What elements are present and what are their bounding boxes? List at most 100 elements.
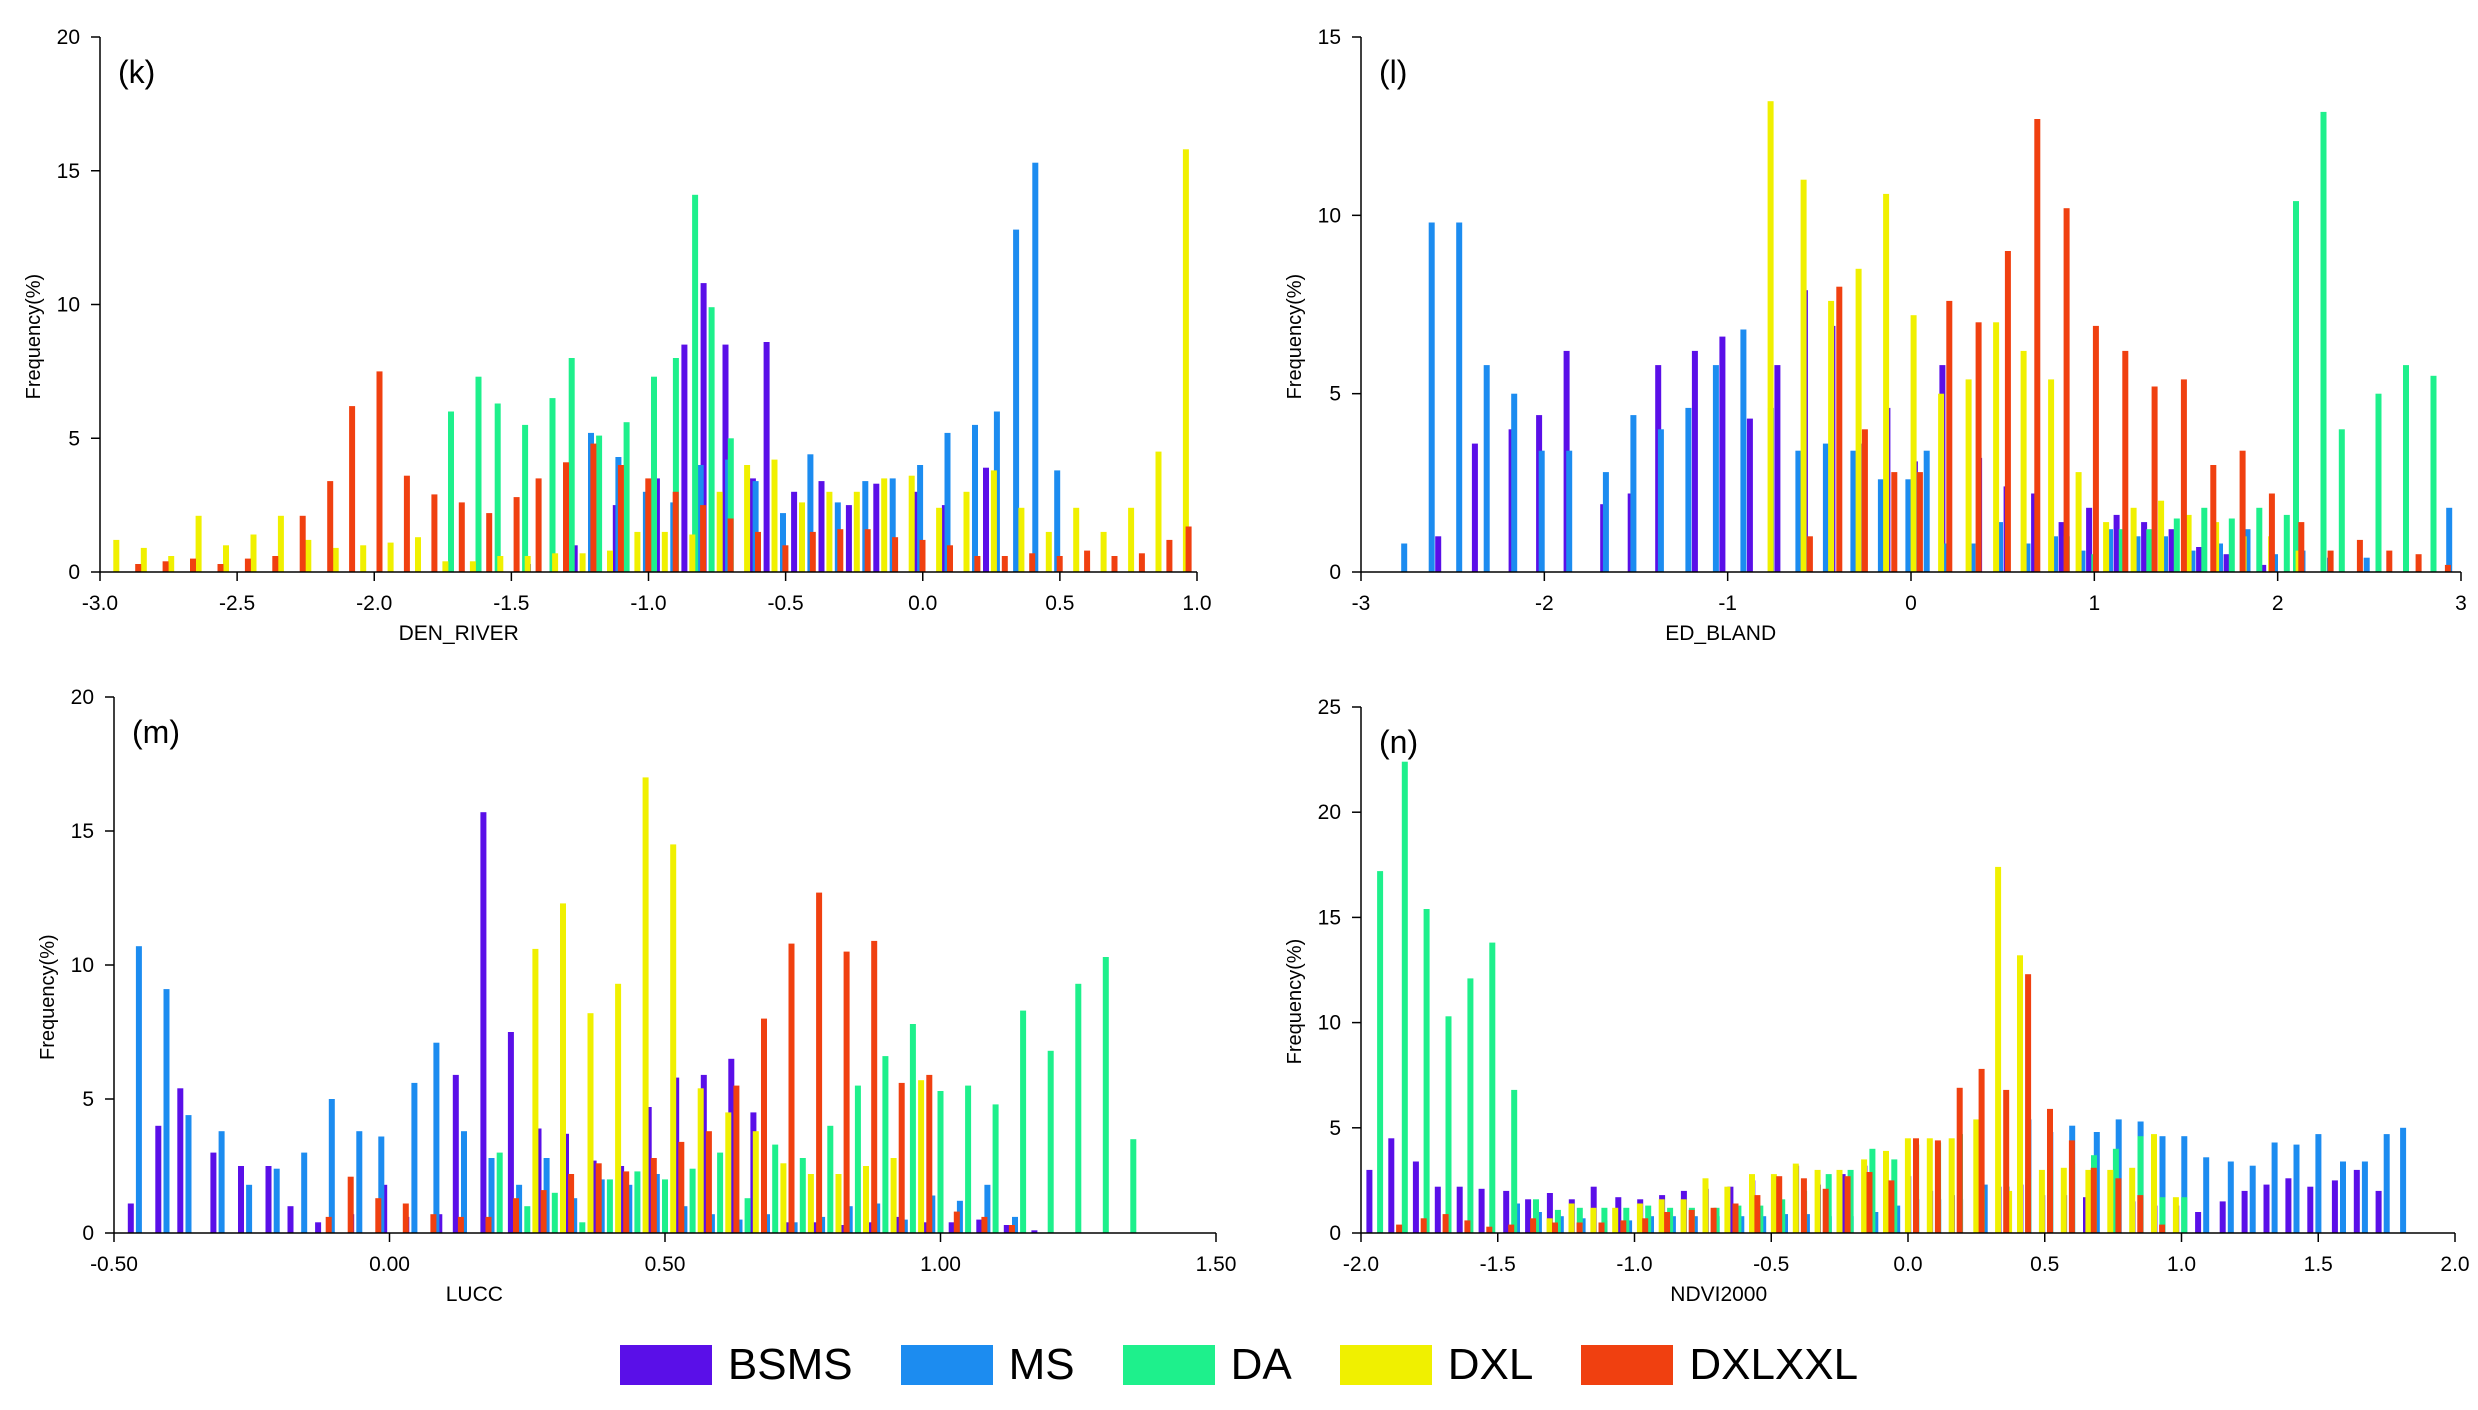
bar-k-bsms-5 — [700, 283, 707, 572]
x-tick-label-k-3: -1.5 — [493, 592, 529, 615]
bar-l-bsms-20 — [2031, 493, 2038, 572]
bar-n-dxlxxl-28 — [2025, 974, 2032, 1233]
bar-n-dxlxxl-5 — [1508, 1224, 1515, 1233]
bar-n-dxlxxl-10 — [1620, 1220, 1627, 1233]
bar-n-dxlxxl-9 — [1598, 1222, 1605, 1233]
bar-l-dxl-15 — [2185, 514, 2192, 572]
legend-label-bsms: BSMS — [727, 1340, 853, 1389]
x-tick-label-n-4: 0.0 — [1893, 1253, 1922, 1276]
bar-m-ms-5 — [273, 1168, 280, 1233]
bar-l-dxl-7 — [1965, 379, 1972, 572]
bar-k-dxlxxl-9 — [376, 371, 383, 572]
bar-m-ms-20 — [681, 1206, 688, 1233]
bar-l-dxlxxl-5 — [1946, 300, 1953, 572]
bar-m-dxlxxl-24 — [981, 1216, 988, 1233]
bar-l-dxl-2 — [1828, 300, 1835, 572]
legend-item-bsms: BSMS — [619, 1340, 853, 1390]
bar-k-dxlxxl-5 — [272, 556, 279, 572]
bar-m-ms-22 — [736, 1219, 743, 1233]
legend-swatch-da — [1122, 1345, 1215, 1385]
bar-m-dxlxxl-14 — [705, 1131, 712, 1233]
x-tick-label-n-2: -1.0 — [1616, 1253, 1652, 1276]
bar-n-dxl-18 — [1948, 1138, 1955, 1233]
bar-k-dxlxxl-30 — [947, 545, 953, 573]
bar-n-dxl-5 — [1658, 1199, 1665, 1233]
bar-m-dxlxxl-3 — [402, 1203, 409, 1233]
bar-k-dxlxxl-37 — [1138, 553, 1145, 572]
bar-n-bsms-42 — [2307, 1186, 2314, 1233]
bar-n-ms-38 — [2361, 1161, 2368, 1233]
bar-n-bsms-37 — [2195, 1212, 2202, 1233]
bar-k-dxl-14 — [497, 556, 504, 572]
bar-m-bsms-15 — [535, 1128, 542, 1233]
bar-l-dxlxxl-16 — [2268, 493, 2275, 572]
bar-k-dxl-26 — [826, 491, 833, 573]
bar-k-ms-16 — [1013, 229, 1020, 572]
bar-k-bsms-4 — [681, 344, 688, 572]
x-tick-label-m-1: 0.00 — [369, 1253, 410, 1276]
bar-k-ms-17 — [1032, 162, 1039, 572]
bar-n-bsms-40 — [2263, 1184, 2270, 1233]
bar-l-da-6 — [2228, 518, 2235, 572]
bar-m-da-22 — [1102, 957, 1109, 1233]
y-tick-label-l-1: 5 — [1329, 383, 1341, 406]
bar-m-ms-18 — [626, 1184, 633, 1233]
bar-m-dxlxxl-2 — [375, 1198, 382, 1233]
bar-k-dxl-38 — [1155, 451, 1162, 572]
bar-k-dxl-16 — [552, 553, 559, 572]
x-axis-label-m: LUCC — [446, 1283, 503, 1306]
bar-n-dxlxxl-15 — [1732, 1203, 1739, 1233]
bar-l-ms-6 — [1566, 450, 1573, 572]
bar-m-dxlxxl-5 — [457, 1216, 464, 1233]
y-tick-label-k-4: 20 — [57, 26, 80, 49]
bar-l-bsms-0 — [1435, 536, 1442, 572]
bar-n-dxlxxl-26 — [1978, 1068, 1985, 1233]
bar-n-dxlxxl-29 — [2047, 1108, 2053, 1233]
bar-k-dxlxxl-28 — [892, 537, 899, 572]
bar-n-da-5 — [1489, 942, 1496, 1233]
bar-m-ms-30 — [956, 1200, 963, 1233]
bar-m-da-6 — [662, 1179, 668, 1233]
bar-k-da-11 — [708, 307, 715, 572]
bar-n-ms-36 — [2315, 1134, 2322, 1233]
bar-k-dxl-30 — [936, 507, 943, 572]
bar-n-dxlxxl-31 — [2090, 1167, 2097, 1233]
bar-k-dxlxxl-0 — [135, 564, 142, 572]
bar-l-dxl-8 — [1993, 322, 2000, 572]
bar-n-dxl-26 — [2107, 1169, 2114, 1233]
bar-n-ms-35 — [2293, 1144, 2300, 1233]
legend-label-dxl: DXL — [1447, 1340, 1534, 1389]
bar-m-bsms-13 — [480, 812, 487, 1233]
x-tick-label-k-5: -0.5 — [768, 592, 804, 615]
bar-l-bsms-28 — [2260, 564, 2267, 572]
bar-k-dxlxxl-16 — [563, 462, 569, 572]
bar-k-dxlxxl-34 — [1056, 556, 1063, 572]
bar-k-dxlxxl-32 — [1001, 556, 1008, 572]
bar-m-ms-4 — [246, 1184, 253, 1233]
bar-m-dxlxxl-4 — [430, 1214, 437, 1233]
bar-n-dxl-3 — [1612, 1207, 1619, 1233]
bar-m-bsms-32 — [1003, 1225, 1010, 1233]
bar-m-da-4 — [606, 1179, 613, 1233]
bar-k-dxl-8 — [332, 547, 339, 572]
bar-m-da-11 — [799, 1158, 806, 1233]
bar-m-bsms-0 — [127, 1203, 134, 1233]
bar-k-dxl-37 — [1128, 507, 1135, 572]
bar-l-bsms-25 — [2168, 529, 2175, 572]
bar-l-dxl-3 — [1855, 268, 1862, 572]
bar-l-ms-18 — [1905, 479, 1912, 572]
bar-l-ms-36 — [2446, 507, 2453, 572]
bar-n-dxl-19 — [1973, 1119, 1980, 1233]
bar-l-dxl-0 — [1767, 101, 1774, 572]
x-tick-label-k-7: 0.5 — [1045, 592, 1074, 615]
y-tick-label-m-0: 0 — [82, 1222, 94, 1245]
bar-l-bsms-23 — [2113, 514, 2120, 572]
bar-m-dxl-3 — [615, 983, 622, 1233]
bar-m-da-5 — [634, 1171, 641, 1233]
bar-l-ms-12 — [1740, 329, 1747, 572]
bar-k-dxlxxl-21 — [700, 505, 707, 572]
bar-n-da-34 — [2137, 1136, 2144, 1233]
x-tick-label-l-5: 2 — [2272, 592, 2284, 615]
bar-k-bsms-10 — [818, 481, 825, 572]
bar-k-dxl-23 — [744, 465, 751, 572]
